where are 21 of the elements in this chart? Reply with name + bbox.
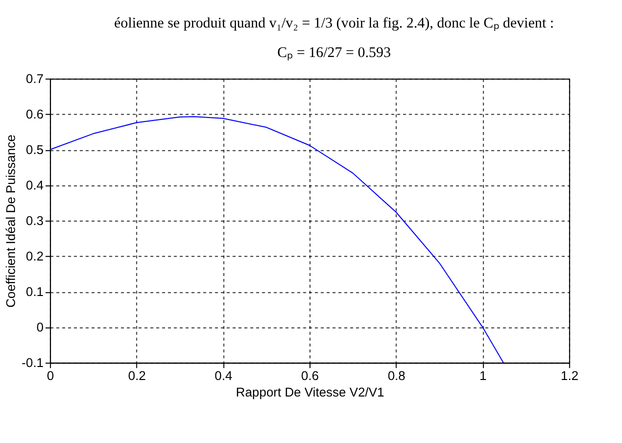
x-tick-label: 0.4 [214,368,232,383]
y-tick-label: 0.7 [26,71,44,86]
y-tick-label: 0.6 [26,106,44,122]
y-tick-label: 0.5 [26,142,44,158]
y-axis-title: Coefficient Idéal De Puissance [2,134,18,308]
x-axis-title: Rapport De Vitesse V2/V1 [236,384,384,400]
y-tick-label: 0.3 [26,213,44,228]
x-tick-label: 1 [480,368,487,383]
line-series [49,116,504,364]
y-tick-label: 0 [36,320,44,335]
y-tick-label: -0.1 [22,355,44,370]
x-tick-label: 0.6 [301,368,319,383]
x-tick-label: 1.2 [560,368,578,383]
y-tick-label: 0.4 [26,178,44,193]
x-tick-label: 0.8 [388,368,406,383]
y-tick-label: 0.2 [26,248,44,264]
y-tick-label: 0.1 [26,284,44,300]
text: éolienne se produit quand v₁/v₂ = 1/3 (voir la fig. 2.4), donc le Cₚ devient : [114,16,554,32]
text: Cₚ = 16/27 = 0.593 [277,45,391,62]
x-tick-label: 0 [46,368,54,383]
x-tick-label: 0.2 [128,368,146,383]
